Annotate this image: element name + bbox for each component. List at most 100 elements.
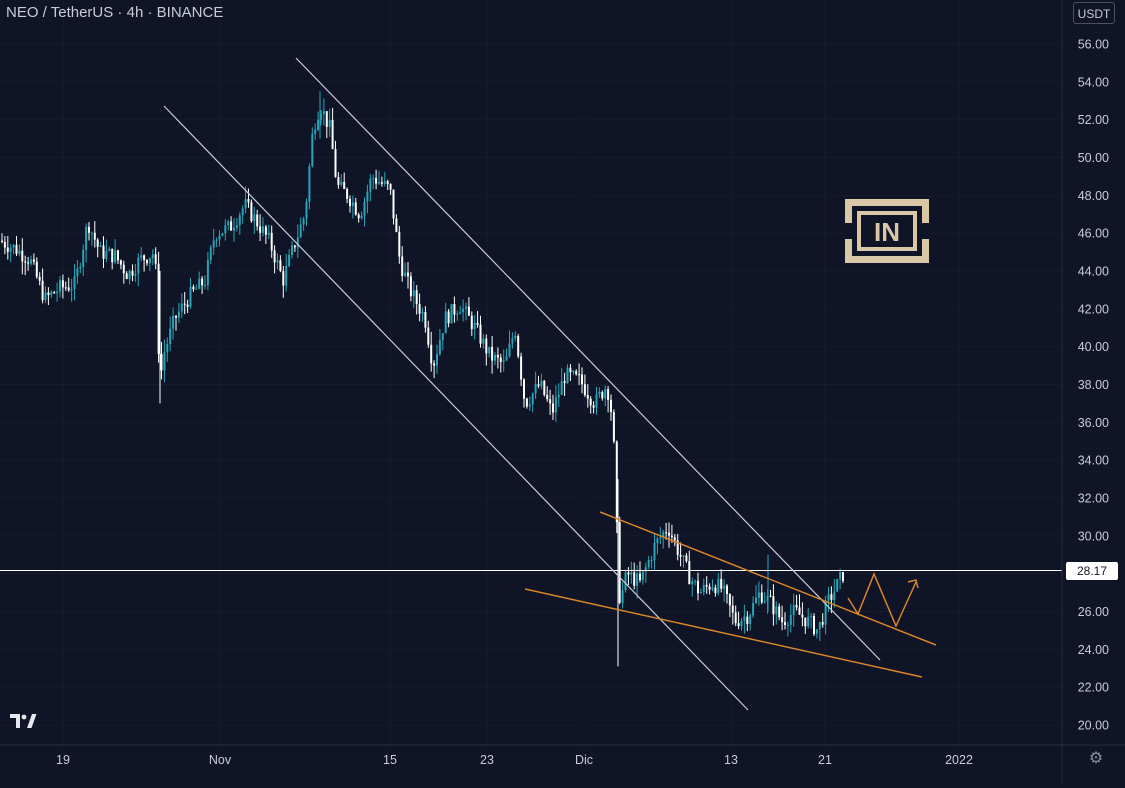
grid	[0, 0, 1062, 745]
candle-body	[117, 250, 119, 261]
candle-body	[781, 617, 784, 623]
y-tick-label: 50.00	[1078, 151, 1109, 165]
candle-body	[108, 248, 111, 251]
gear-icon[interactable]: ⚙	[1088, 750, 1104, 767]
candle-body	[784, 622, 786, 625]
interval-label[interactable]: 4h	[126, 4, 144, 21]
candle-body	[607, 389, 610, 400]
candle-body	[491, 346, 494, 361]
candle-body	[314, 129, 317, 134]
candle-body	[612, 412, 615, 442]
candle-body	[90, 232, 93, 234]
candle-body	[85, 226, 88, 250]
candle-body	[308, 166, 311, 202]
candle-body	[818, 621, 821, 630]
candle-body	[279, 260, 282, 272]
candle-body	[673, 537, 676, 541]
candle-body	[311, 133, 314, 167]
candle-body	[418, 304, 421, 314]
candle-body	[639, 573, 641, 581]
candle-body	[351, 202, 354, 207]
candle-body	[331, 119, 334, 150]
candle-body	[465, 306, 467, 309]
candle-body	[235, 225, 238, 228]
candle-body	[67, 287, 70, 291]
candle-body	[166, 344, 169, 353]
candle-body	[302, 218, 305, 225]
candle-body	[676, 540, 679, 555]
candle-body	[334, 149, 337, 177]
candle-body	[340, 181, 343, 185]
x-tick-label: 21	[818, 753, 832, 767]
candle-body	[238, 215, 241, 226]
candle-body	[35, 261, 38, 277]
candle-body	[270, 232, 273, 251]
candle-body	[505, 356, 508, 361]
candle-body	[404, 272, 407, 277]
candle-body	[801, 614, 804, 618]
candle-body	[320, 114, 322, 120]
x-tick-label: Dic	[575, 753, 593, 767]
symbol-label[interactable]: NEO / TetherUS	[6, 4, 114, 21]
candle-body	[1, 240, 3, 242]
candle-body	[778, 606, 781, 618]
candle-body	[746, 616, 749, 624]
candle-body	[598, 391, 601, 395]
candle-body	[511, 338, 514, 344]
candle-body	[618, 522, 621, 603]
candle-body	[714, 587, 717, 594]
y-tick-label: 38.00	[1078, 378, 1109, 392]
candle-body	[705, 585, 708, 587]
candle-body	[569, 367, 572, 373]
candle-body	[383, 181, 386, 184]
candle-body	[650, 559, 653, 561]
candle-body	[293, 245, 296, 248]
candle-body	[775, 606, 778, 615]
candle-body	[447, 311, 450, 324]
candle-body	[227, 221, 230, 226]
candle-body	[731, 605, 734, 613]
candle-body	[291, 245, 293, 256]
wedge-line-lower	[524, 588, 923, 678]
candles	[1, 91, 844, 667]
candle-body	[685, 555, 688, 562]
candle-body	[479, 324, 482, 344]
currency-badge[interactable]: USDT	[1073, 2, 1115, 24]
tradingview-logo-icon[interactable]	[8, 710, 38, 732]
candle-body	[499, 357, 502, 362]
candle-body	[3, 241, 6, 248]
candle-body	[125, 273, 128, 280]
candle-body	[163, 352, 166, 371]
projected-path	[847, 572, 917, 628]
candle-body	[473, 322, 476, 330]
candle-body	[572, 371, 575, 373]
candle-body	[430, 344, 433, 364]
candle-body	[563, 381, 566, 384]
candle-body	[250, 202, 253, 222]
candle-body	[215, 239, 218, 241]
candle-body	[369, 178, 372, 192]
candle-body	[549, 399, 552, 404]
channel-line-lower	[163, 105, 749, 711]
candle-body	[256, 214, 259, 227]
candle-body	[708, 586, 711, 590]
candle-body	[575, 371, 578, 375]
candle-body	[44, 292, 47, 301]
candle-body	[99, 245, 102, 247]
candle-body	[59, 280, 61, 292]
candle-body	[792, 605, 795, 615]
candle-body	[798, 607, 801, 615]
candle-body	[755, 597, 757, 603]
candle-body	[839, 572, 842, 579]
candle-body	[15, 244, 18, 254]
candle-body	[444, 311, 447, 334]
candle-body	[813, 616, 815, 634]
candle-body	[204, 285, 206, 287]
candle-body	[349, 198, 351, 207]
candle-body	[82, 249, 85, 267]
candle-body	[177, 311, 180, 318]
candle-body	[398, 231, 401, 257]
candle-body	[441, 333, 444, 341]
